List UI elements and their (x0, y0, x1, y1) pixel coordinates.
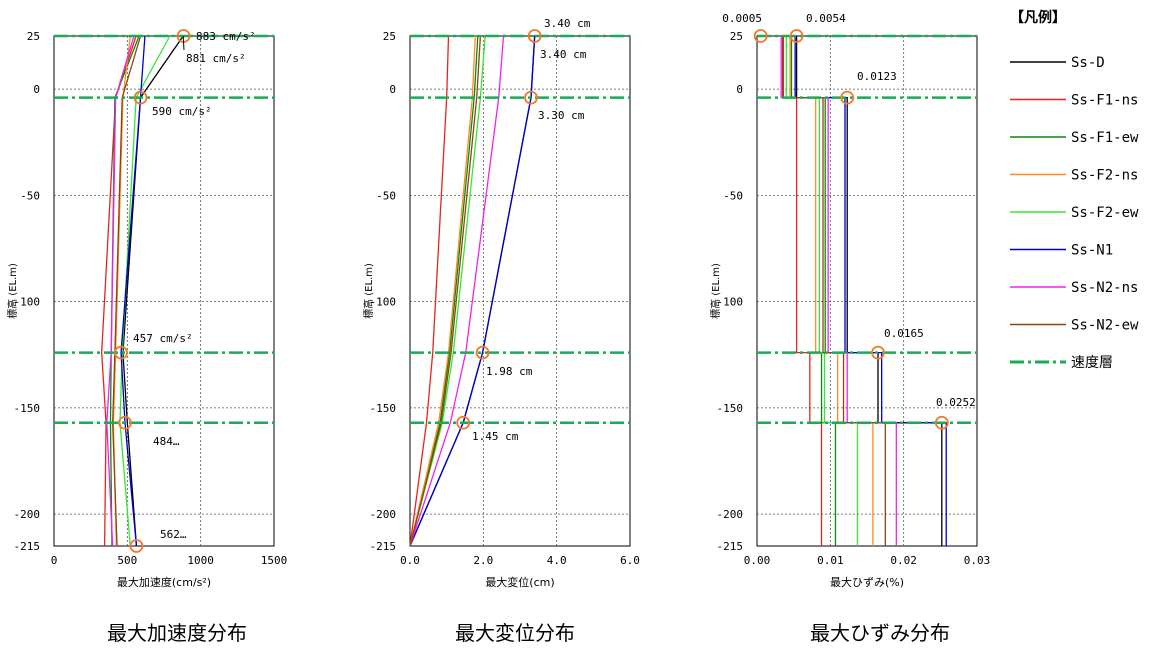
y-tick-label: -215 (370, 540, 397, 553)
y-tick-label: -200 (14, 508, 41, 521)
x-tick-label: 4.0 (547, 554, 567, 567)
series-line-ss-n1 (120, 35, 146, 547)
legend-label: Ss-D (1071, 55, 1105, 71)
peak-marker (118, 415, 132, 430)
peak-marker (475, 345, 490, 360)
value-annotation: 881 cm/s² (186, 52, 246, 65)
value-annotation: 590 cm/s² (152, 105, 212, 118)
y-tick-label: -100 (370, 296, 397, 309)
legend: 【凡例】 Ss-D Ss-F1-ns Ss-F1-ew Ss-F2-ns Ss-F2-e… (1010, 9, 1139, 371)
annotation-leader (182, 35, 185, 51)
value-annotation: 1.45 cm (472, 430, 519, 443)
chart-0: 0 500 1000 1500 25 0 -50 -100 -150 -200 -215 最大加速度(… (6, 29, 288, 589)
x-tick-label: 0.00 (744, 554, 771, 567)
legend-label: Ss-F2-ew (1071, 205, 1139, 221)
y-tick-label: -50 (376, 189, 396, 202)
y-tick-label: -100 (14, 296, 41, 309)
x-tick-label: 0.03 (964, 554, 991, 567)
y-tick-label: 25 (27, 30, 40, 43)
value-annotation: 3.40 cm (544, 17, 591, 30)
peak-marker (456, 415, 471, 430)
x-tick-label: 0.01 (817, 554, 844, 567)
peak-marker (129, 539, 144, 553)
charts-group: 0 500 1000 1500 25 0 -50 -100 -150 -200 -215 最大加速度(… (6, 12, 990, 589)
chart-1: 0.0 2.0 4.0 6.0 25 0 -50 -100 -150 -200 -215 最大変位(c… (362, 17, 640, 589)
x-axis-label: 最大ひずみ(%) (830, 575, 904, 589)
y-tick-label: -150 (370, 402, 397, 415)
y-tick-label: -215 (14, 540, 41, 553)
legend-label: Ss-N2-ew (1071, 318, 1139, 334)
peak-marker (871, 345, 885, 360)
value-annotation: 883 cm/s² (196, 30, 256, 43)
legend-label: Ss-F1-ew (1071, 130, 1139, 146)
x-tick-label: 500 (117, 554, 137, 567)
series-line-ss-n1 (409, 35, 536, 547)
value-annotation: 0.0005 (722, 12, 762, 25)
value-annotation: 562… (160, 528, 187, 541)
y-axis-label: 標高 (EL.m) (362, 263, 375, 319)
peak-marker (133, 90, 148, 105)
y-tick-label: -150 (717, 402, 744, 415)
value-annotation: 3.40 cm (540, 48, 587, 61)
value-annotation: 0.0054 (806, 12, 846, 25)
value-annotation: 1.98 cm (486, 365, 533, 378)
y-tick-label: -200 (717, 508, 744, 521)
peak-marker (527, 29, 542, 43)
legend-label: Ss-N2-ns (1071, 280, 1138, 296)
peak-marker (934, 415, 949, 430)
x-tick-label: 1000 (187, 554, 214, 567)
x-axis-label: 最大加速度(cm/s²) (117, 575, 211, 589)
y-tick-label: 0 (389, 83, 396, 96)
y-tick-label: 25 (730, 30, 743, 43)
x-tick-label: 0.02 (890, 554, 917, 567)
value-annotation: 3.30 cm (538, 109, 585, 122)
y-tick-label: -215 (717, 540, 744, 553)
legend-items: Ss-D Ss-F1-ns Ss-F1-ew Ss-F2-ns Ss-F2-ew Ss-N… (1010, 55, 1139, 371)
legend-label: Ss-F1-ns (1071, 93, 1138, 109)
x-tick-label: 0.0 (400, 554, 420, 567)
y-tick-label: -150 (14, 402, 41, 415)
y-tick-label: 25 (383, 30, 396, 43)
value-annotation: 457 cm/s² (133, 332, 193, 345)
series-line-ss-f1-ew (409, 35, 479, 547)
value-annotation: 0.0123 (857, 70, 897, 83)
y-tick-label: -50 (723, 189, 743, 202)
y-tick-label: -50 (20, 189, 40, 202)
x-axis-label: 最大変位(cm) (485, 575, 554, 589)
y-axis-label: 標高 (EL.m) (709, 263, 722, 319)
caption-acceleration: 最大加速度分布 (107, 621, 247, 645)
peak-marker (789, 29, 804, 43)
legend-label: 速度層 (1071, 355, 1113, 371)
peak-marker (753, 29, 768, 43)
caption-displacement: 最大変位分布 (455, 621, 575, 645)
value-annotation: 0.0165 (884, 327, 924, 340)
y-tick-label: -100 (717, 296, 744, 309)
y-tick-label: 0 (736, 83, 743, 96)
x-tick-label: 0 (51, 554, 58, 567)
series-line-ss-f1-ns (409, 35, 450, 547)
series-line-ss-n2-ew (409, 35, 482, 547)
plot-frame (756, 35, 978, 547)
caption-strain: 最大ひずみ分布 (810, 621, 950, 645)
legend-title: 【凡例】 (1010, 9, 1066, 26)
x-tick-label: 2.0 (473, 554, 493, 567)
chart-2: 0.00 0.01 0.02 0.03 25 0 -50 -100 -150 -200 -215 最大… (709, 12, 990, 589)
x-tick-label: 1500 (261, 554, 288, 567)
legend-label: Ss-F2-ns (1071, 168, 1138, 184)
peak-marker (840, 90, 855, 105)
plot-frame (53, 35, 275, 547)
y-axis-label: 標高 (EL.m) (6, 263, 19, 319)
value-annotation: 484… (153, 435, 180, 448)
x-tick-label: 6.0 (620, 554, 640, 567)
y-tick-label: 0 (33, 83, 40, 96)
legend-label: Ss-N1 (1071, 243, 1113, 259)
y-tick-label: -200 (370, 508, 397, 521)
peak-marker (114, 345, 128, 360)
peak-marker (524, 90, 538, 105)
value-annotation: 0.0252 (936, 396, 976, 409)
